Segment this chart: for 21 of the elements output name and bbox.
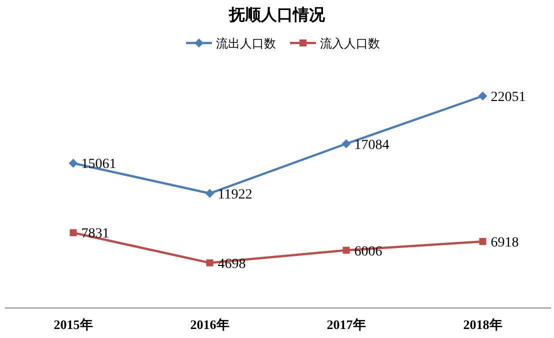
data-label: 11922	[218, 187, 252, 202]
data-label: 22051	[490, 90, 526, 105]
point	[70, 229, 77, 236]
data-label: 4698	[218, 256, 246, 272]
legend-label: 流出人口数	[216, 36, 276, 50]
point	[342, 139, 351, 148]
point	[68, 158, 78, 168]
data-label: 15061	[81, 157, 116, 172]
x-tick-label: 2018年	[463, 317, 502, 332]
x-tick-label: 2017年	[326, 317, 366, 332]
x-tick-label: 2015年	[54, 317, 93, 332]
legend-label: 流入人口数	[320, 36, 380, 50]
point	[342, 246, 350, 254]
point	[478, 92, 488, 100]
x-tick-label: 2016年	[190, 317, 230, 332]
data-label: 17084	[354, 138, 390, 153]
point	[205, 188, 214, 198]
data-label: 6918	[490, 235, 519, 250]
point	[479, 238, 486, 245]
chart-title: 抚顺人口情况	[228, 6, 326, 24]
point	[206, 259, 214, 266]
